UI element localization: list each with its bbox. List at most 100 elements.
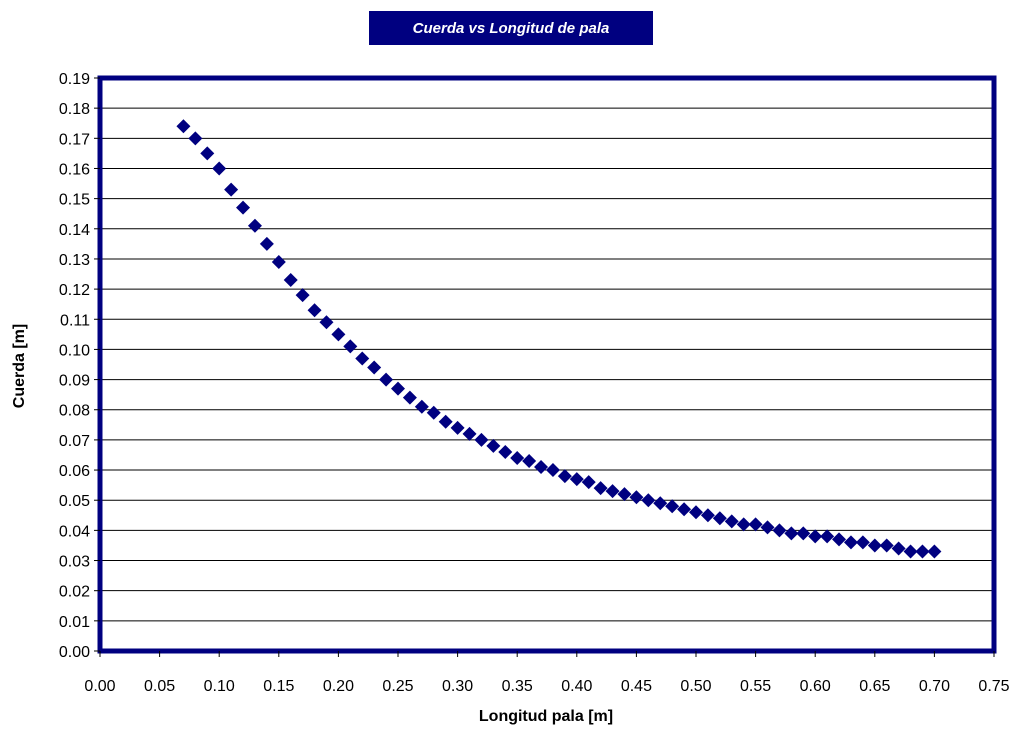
data-point <box>581 475 596 490</box>
data-point <box>796 526 811 541</box>
y-tick-label: 0.04 <box>59 523 90 540</box>
data-point <box>200 146 215 161</box>
data-point <box>450 420 465 435</box>
data-point <box>712 511 727 526</box>
y-tick-label: 0.13 <box>59 252 90 269</box>
data-point <box>653 496 668 511</box>
data-point <box>176 119 191 134</box>
y-tick-label: 0.07 <box>59 433 90 450</box>
data-point <box>605 484 620 499</box>
y-tick-label: 0.01 <box>59 614 90 631</box>
data-point <box>236 200 251 215</box>
data-point <box>641 493 656 508</box>
x-tick-label: 0.05 <box>144 678 175 695</box>
data-point <box>629 490 644 505</box>
y-tick-label: 0.09 <box>59 373 90 390</box>
x-tick-label: 0.65 <box>859 678 890 695</box>
y-tick-label: 0.10 <box>59 342 90 359</box>
data-point <box>462 426 477 441</box>
x-tick-label: 0.10 <box>204 678 235 695</box>
data-point <box>391 381 405 396</box>
data-point <box>343 339 358 354</box>
plot-frame <box>97 75 997 654</box>
data-point <box>319 315 334 330</box>
data-point <box>271 254 286 269</box>
data-point <box>438 414 453 429</box>
data-point <box>510 450 525 465</box>
data-point <box>820 529 835 544</box>
data-point <box>689 505 703 520</box>
y-tick-label: 0.16 <box>59 161 90 178</box>
data-point <box>402 390 417 405</box>
chart-title: Cuerda vs Longitud de pala <box>369 11 653 45</box>
x-tick-label: 0.00 <box>84 678 115 695</box>
data-point <box>700 508 715 523</box>
data-point <box>832 532 847 547</box>
data-point <box>748 517 763 532</box>
x-tick-label: 0.55 <box>740 678 771 695</box>
data-point <box>736 517 751 532</box>
data-point <box>724 514 739 529</box>
data-point <box>295 288 310 303</box>
data-point <box>927 544 942 559</box>
y-tick-label: 0.06 <box>59 463 90 480</box>
x-tick-label: 0.30 <box>442 678 473 695</box>
y-tick-label: 0.00 <box>59 644 90 661</box>
y-tick-label: 0.08 <box>59 403 90 420</box>
data-point <box>855 535 870 550</box>
y-axis-label: Cuerda [m] <box>11 324 28 408</box>
y-tick-label: 0.03 <box>59 554 90 571</box>
data-point <box>569 472 584 487</box>
grid-lines <box>100 107 994 622</box>
x-tick-label: 0.70 <box>919 678 950 695</box>
x-tick-label: 0.35 <box>502 678 533 695</box>
data-point <box>891 541 906 556</box>
data-point <box>474 432 489 447</box>
data-point <box>498 444 513 459</box>
data-point <box>414 399 429 414</box>
data-point <box>247 218 262 233</box>
y-tick-label: 0.02 <box>59 584 90 601</box>
data-point <box>283 273 298 288</box>
data-point <box>224 182 239 197</box>
x-tick-label: 0.60 <box>800 678 831 695</box>
data-point <box>843 535 858 550</box>
y-tick-label: 0.05 <box>59 493 90 510</box>
x-tick-label: 0.20 <box>323 678 354 695</box>
data-point <box>772 523 787 538</box>
y-tick-label: 0.14 <box>59 222 90 239</box>
y-tick-label: 0.11 <box>60 312 90 329</box>
x-tick-label: 0.45 <box>621 678 652 695</box>
data-point <box>355 351 370 366</box>
data-point <box>593 481 608 496</box>
data-point <box>307 303 322 318</box>
x-tick-labels: 0.00 0.05 0.10 0.15 0.20 0.25 0.30 0.35 0.40 0.45… <box>84 678 1009 695</box>
data-point <box>188 131 203 146</box>
axes <box>94 77 995 657</box>
y-tick-label: 0.12 <box>59 282 90 299</box>
data-point <box>760 520 775 535</box>
data-point <box>426 405 441 420</box>
data-point <box>665 499 680 514</box>
y-tick-labels: 0.00 0.01 0.02 0.03 0.04 0.05 0.06 0.07 0.08 0.09… <box>59 71 90 661</box>
y-tick-label: 0.15 <box>59 192 90 209</box>
data-point <box>545 463 560 478</box>
data-point <box>879 538 894 553</box>
data-point <box>784 526 799 541</box>
data-point <box>212 161 227 176</box>
data-points <box>176 119 942 559</box>
x-tick-label: 0.40 <box>561 678 592 695</box>
data-point <box>367 360 382 375</box>
y-tick-label: 0.19 <box>59 71 90 88</box>
x-tick-label: 0.50 <box>680 678 711 695</box>
x-tick-label: 0.25 <box>382 678 413 695</box>
x-axis-label: Longitud pala [m] <box>479 708 613 725</box>
y-tick-label: 0.18 <box>59 101 90 118</box>
data-point <box>486 438 501 453</box>
x-tick-label: 0.15 <box>263 678 294 695</box>
data-point <box>534 460 549 475</box>
data-point <box>522 454 537 469</box>
data-point <box>808 529 823 544</box>
